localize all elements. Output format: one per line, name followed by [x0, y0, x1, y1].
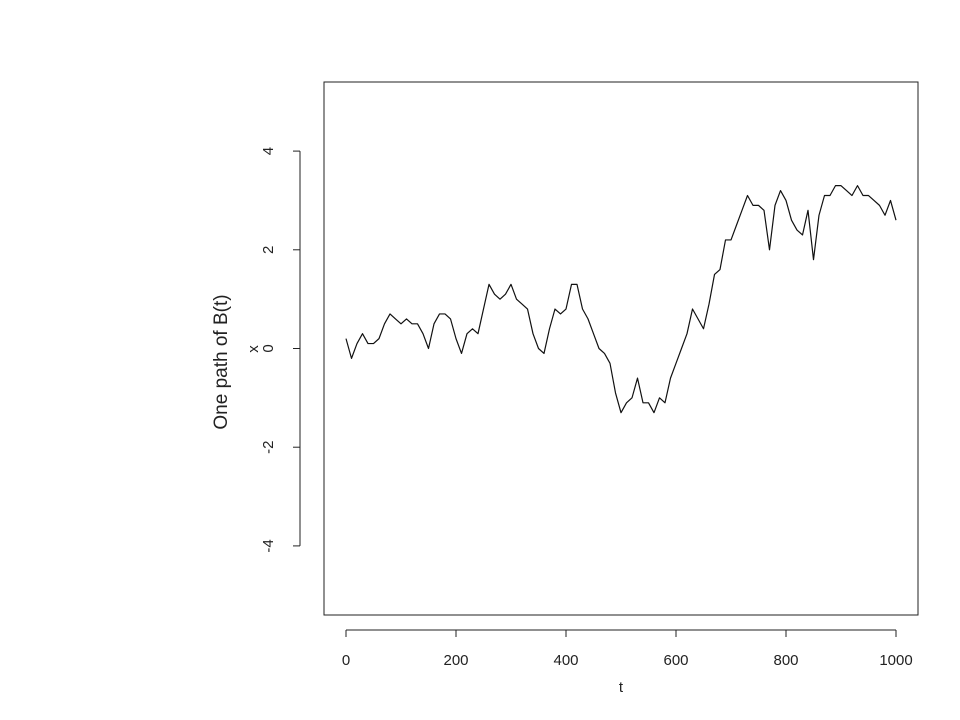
x-tick-label: 600	[663, 652, 688, 669]
x-tick-label: 400	[553, 652, 578, 669]
y-tick-label: 0	[260, 344, 277, 352]
y-tick-label: -2	[260, 441, 277, 454]
plot-box	[323, 81, 919, 616]
annotation: One path of B(t)	[211, 294, 232, 429]
x-axis-label: t	[619, 679, 624, 696]
y-axis-label: x	[245, 345, 262, 353]
data-line	[345, 185, 897, 414]
y-tick-label: -4	[260, 539, 277, 552]
x-tick-label: 0	[342, 652, 350, 669]
y-tick-label: 4	[260, 147, 277, 155]
y-tick-label: 2	[260, 246, 277, 254]
x-tick-label: 800	[773, 652, 798, 669]
x-tick-label: 200	[443, 652, 468, 669]
x-tick-label: 1000	[879, 652, 912, 669]
